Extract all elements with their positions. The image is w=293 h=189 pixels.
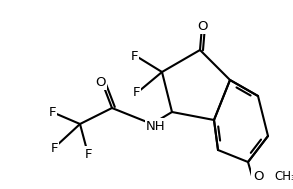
- Text: F: F: [50, 142, 58, 154]
- Text: CH₃: CH₃: [274, 170, 293, 183]
- Text: O: O: [253, 170, 263, 183]
- Text: F: F: [48, 105, 56, 119]
- Text: F: F: [130, 50, 138, 63]
- Text: NH: NH: [146, 119, 166, 132]
- Text: O: O: [197, 19, 207, 33]
- Text: F: F: [132, 85, 140, 98]
- Text: O: O: [95, 75, 105, 88]
- Text: F: F: [84, 147, 92, 160]
